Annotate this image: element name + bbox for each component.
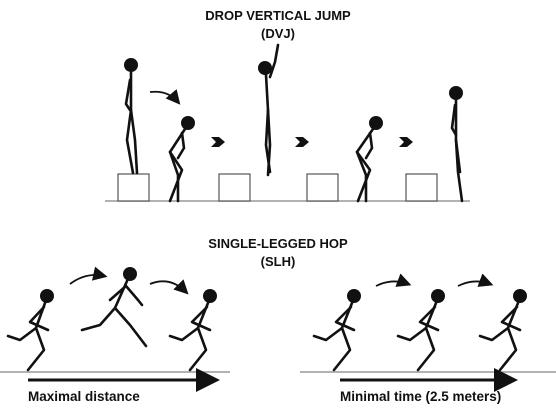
- slh-figure-right-3: [478, 289, 527, 372]
- slh-figure-crouch-1: [6, 289, 54, 372]
- chevron-right-icon: [295, 137, 309, 147]
- slh-abbreviation: (SLH): [260, 254, 296, 269]
- slh-title: SINGLE-LEGGED HOP: [208, 236, 348, 251]
- box: [218, 173, 251, 202]
- dvj-figure-landing: [168, 116, 195, 203]
- slh-right-caption: Minimal time (2.5 meters): [340, 389, 502, 404]
- curved-arrow-icon: [69, 266, 108, 285]
- dvj-figure-standing-final: [449, 86, 464, 203]
- box: [117, 173, 150, 202]
- dvj-title: DROP VERTICAL JUMP: [205, 8, 351, 23]
- box: [405, 173, 438, 202]
- slh-figure-right-1: [312, 289, 361, 372]
- dvj-figure-jump: [258, 43, 280, 177]
- dvj-figure-landing-2: [355, 116, 383, 203]
- box: [306, 173, 339, 202]
- curved-arrow-icon: [149, 89, 181, 105]
- dvj-abbreviation: (DVJ): [261, 26, 295, 41]
- curved-arrow-icon: [149, 279, 189, 295]
- slh-left-caption: Maximal distance: [28, 389, 140, 404]
- slh-figure-flight: [80, 267, 148, 348]
- curved-arrow-icon: [375, 273, 412, 287]
- curved-arrow-icon: [457, 273, 494, 287]
- slh-figure-crouch-2: [168, 289, 217, 372]
- dvj-figure-standing: [124, 58, 139, 175]
- chevron-right-icon: [399, 137, 413, 147]
- slh-figure-right-2: [396, 289, 445, 372]
- chevron-right-icon: [211, 137, 225, 147]
